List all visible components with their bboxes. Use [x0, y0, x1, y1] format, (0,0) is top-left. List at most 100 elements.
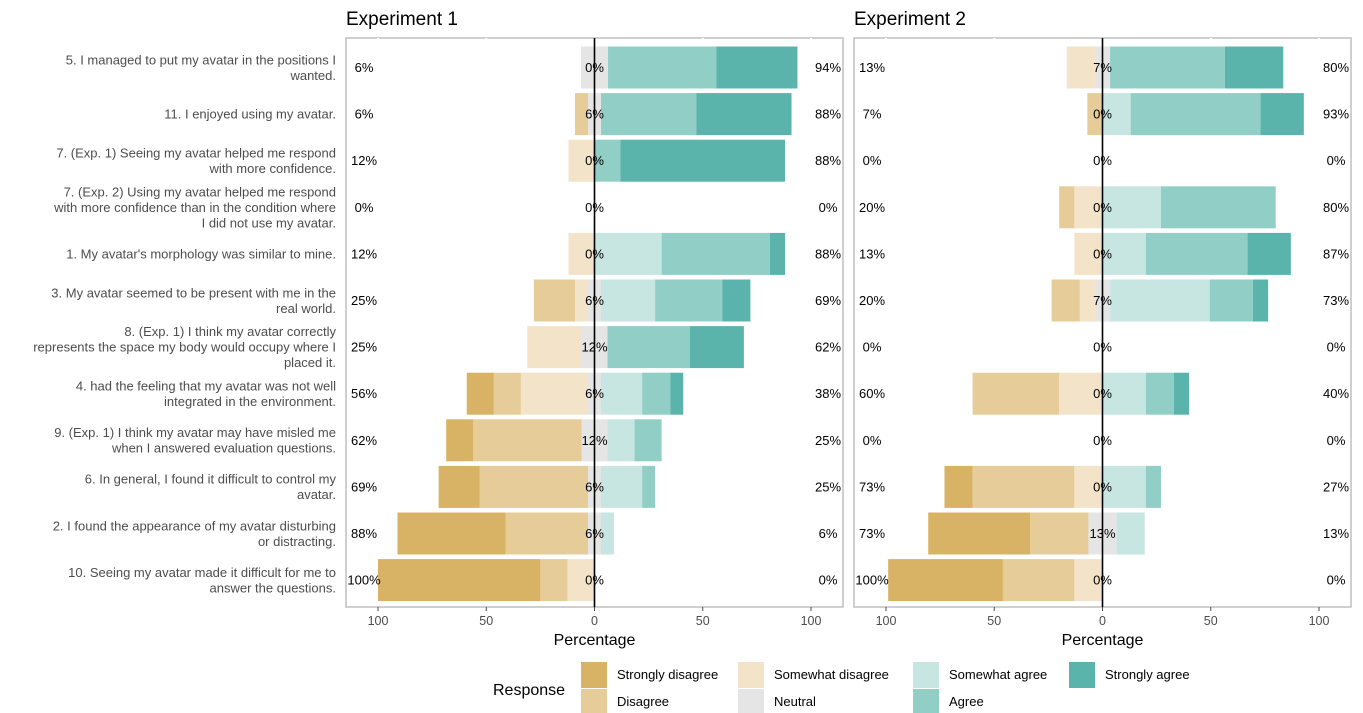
- bar-segment-somewhat-disagree: [568, 232, 595, 275]
- bar-segment-somewhat-agree: [600, 465, 643, 508]
- pct-right: 0%: [1327, 153, 1346, 168]
- bar-segment-strongly-disagree: [397, 512, 506, 555]
- bar-segment-agree: [642, 465, 656, 508]
- x-tick-label: 50: [479, 614, 493, 628]
- x-tick-label: 50: [1204, 614, 1218, 628]
- bar-segment-strongly-agree: [620, 139, 786, 182]
- bar-segment-disagree: [473, 419, 582, 462]
- pct-left: 12%: [351, 246, 377, 261]
- pct-right: 27%: [1323, 479, 1349, 494]
- pct-left: 25%: [351, 340, 377, 355]
- bar-segment-strongly-agree: [722, 279, 751, 322]
- pct-left: 20%: [859, 293, 885, 308]
- pct-right: 69%: [815, 293, 841, 308]
- question-label: integrated in the environment.: [164, 394, 336, 409]
- pct-left: 69%: [351, 479, 377, 494]
- pct-right: 87%: [1323, 246, 1349, 261]
- legend-swatch: [581, 689, 607, 713]
- bar-segment-somewhat-agree: [1102, 465, 1146, 508]
- pct-left: 13%: [859, 60, 885, 75]
- bar-segment-agree: [594, 139, 621, 182]
- bar-segment-strongly-disagree: [466, 372, 494, 415]
- pct-right: 40%: [1323, 386, 1349, 401]
- pct-right: 6%: [819, 526, 838, 541]
- bar-segment-disagree: [1051, 279, 1080, 322]
- pct-right: 94%: [815, 60, 841, 75]
- bar-segment-agree: [1160, 186, 1276, 229]
- bar-segment-strongly-disagree: [928, 512, 1030, 555]
- question-label: or distracting.: [258, 534, 336, 549]
- bar-segment-disagree: [505, 512, 589, 555]
- bar-segment-disagree: [533, 279, 576, 322]
- bar-segment-strongly-agree: [1173, 372, 1190, 415]
- bar-segment-strongly-agree: [716, 46, 798, 89]
- pct-left: 73%: [859, 526, 885, 541]
- bar-segment-somewhat-agree: [1110, 279, 1210, 322]
- bar-segment-strongly-disagree: [446, 419, 474, 462]
- question-label: I did not use my avatar.: [202, 215, 336, 230]
- bar-segment-somewhat-disagree: [575, 279, 589, 322]
- pct-right: 93%: [1323, 107, 1349, 122]
- question-label: answer the questions.: [210, 580, 336, 595]
- bar-segment-strongly-agree: [670, 372, 684, 415]
- bar-segment-strongly-agree: [1224, 46, 1284, 89]
- chart-panels: Experiment 1 6% 0% 94% 6% 6% 88% 12% 0% 88% 0% 0% 0%…: [345, 9, 1352, 649]
- pct-right: 38%: [815, 386, 841, 401]
- question-labels: 5. I managed to put my avatar in the pos…: [33, 52, 336, 595]
- pct-right: 0%: [1327, 433, 1346, 448]
- legend-swatch: [738, 662, 764, 688]
- question-label: represents the space my body would occup…: [33, 340, 336, 355]
- pct-left: 0%: [863, 340, 882, 355]
- bar-segment-somewhat-agree: [600, 512, 614, 555]
- bar-segment-disagree: [1029, 512, 1089, 555]
- question-label: 6. In general, I found it difficult to c…: [85, 472, 337, 487]
- pct-right: 0%: [1327, 573, 1346, 588]
- pct-left: 7%: [863, 107, 882, 122]
- bar-segment-strongly-disagree: [438, 465, 480, 508]
- pct-left: 100%: [855, 573, 889, 588]
- question-label: 2. I found the appearance of my avatar d…: [53, 518, 336, 533]
- bar-segment-agree: [1110, 46, 1225, 89]
- pct-left: 73%: [859, 479, 885, 494]
- bar-segment-somewhat-disagree: [1059, 372, 1103, 415]
- pct-left: 25%: [351, 293, 377, 308]
- pct-left: 100%: [347, 573, 381, 588]
- question-label: 4. had the feeling that my avatar was no…: [76, 378, 336, 393]
- bar-segment-somewhat-agree: [1102, 93, 1131, 136]
- bar-segment-agree: [634, 419, 662, 462]
- question-label: 1. My avatar's morphology was similar to…: [66, 246, 336, 261]
- bar-segment-somewhat-agree: [1102, 186, 1161, 229]
- question-label: with more confidence.: [209, 161, 336, 176]
- bar-segment-disagree: [540, 559, 568, 602]
- x-tick-label: 100: [1309, 614, 1330, 628]
- legend: Response Strongly disagree Disagree Somewha…: [493, 662, 1190, 713]
- panel-2: Experiment 213% 7% 80%7% 0% 93%0% 0% 0%20% 0% 80…: [853, 9, 1352, 649]
- panel-title: Experiment 1: [346, 9, 458, 30]
- bar-segment-somewhat-disagree: [567, 559, 595, 602]
- bar-segment-agree: [600, 93, 697, 136]
- question-label: placed it.: [284, 355, 336, 370]
- question-label: when I answered evaluation questions.: [111, 441, 336, 456]
- x-tick-label: 100: [876, 614, 897, 628]
- question-label: 10. Seeing my avatar made it difficult f…: [68, 565, 336, 580]
- legend-swatch: [913, 689, 939, 713]
- pct-left: 12%: [351, 153, 377, 168]
- pct-right: 80%: [1323, 200, 1349, 215]
- question-label: 5. I managed to put my avatar in the pos…: [66, 52, 336, 67]
- legend-label: Strongly disagree: [617, 667, 718, 682]
- bar-segment-somewhat-disagree: [1074, 559, 1103, 602]
- x-tick-label: 0: [1099, 614, 1106, 628]
- x-axis-title: Percentage: [554, 632, 636, 649]
- bar-segment-strongly-disagree: [888, 559, 1003, 602]
- gridlines: [885, 38, 1320, 42]
- bar-segment-agree: [1145, 232, 1248, 275]
- bar-segment-somewhat-disagree: [1066, 46, 1095, 89]
- pct-right: 62%: [815, 340, 841, 355]
- question-label: wanted.: [289, 68, 336, 83]
- bar-segment-somewhat-disagree: [520, 372, 589, 415]
- bar-segment-disagree: [1002, 559, 1075, 602]
- pct-left: 20%: [859, 200, 885, 215]
- bar-segment-somewhat-agree: [607, 419, 635, 462]
- x-tick-label: 100: [368, 614, 389, 628]
